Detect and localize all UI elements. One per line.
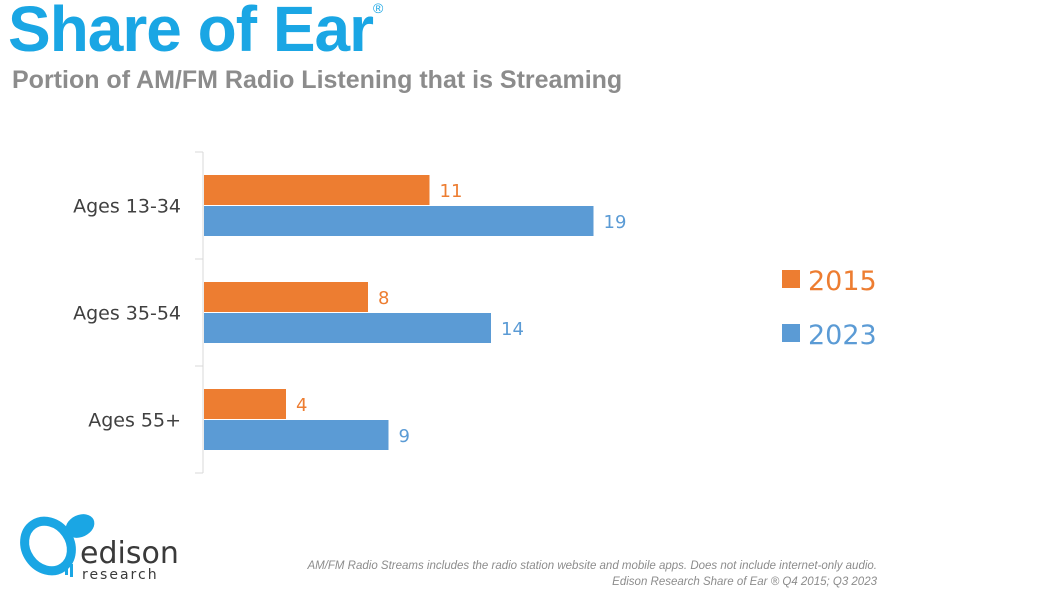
page-title: Share of Ear®: [8, 0, 383, 66]
data-label-2023: 19: [604, 212, 627, 233]
logo-tagline: research: [82, 567, 159, 583]
footnote: AM/FM Radio Streams includes the radio s…: [307, 558, 877, 590]
data-label-2015: 11: [440, 181, 463, 202]
bar-2015: [204, 389, 286, 419]
bar-2015: [204, 175, 430, 205]
legend-label-2023: 2023: [808, 320, 877, 351]
data-label-2015: 4: [296, 395, 307, 416]
edison-research-logo: edison research: [20, 514, 179, 583]
category-label: Ages 13-34: [73, 196, 181, 218]
title-text: Share of Ear: [8, 0, 374, 65]
registered-mark: ®: [373, 0, 383, 16]
bar-2015: [204, 282, 368, 312]
bar-2023: [204, 420, 389, 450]
logo-mark-icon: [20, 514, 95, 577]
category-label: Ages 35-54: [73, 303, 181, 325]
logo-name: edison: [80, 536, 179, 571]
page-subtitle: Portion of AM/FM Radio Listening that is…: [12, 66, 623, 94]
legend-label-2015: 2015: [808, 266, 877, 297]
bar-2023: [204, 206, 594, 236]
footnote-line-1: AM/FM Radio Streams includes the radio s…: [307, 560, 877, 572]
bar-2023: [204, 313, 491, 343]
legend-swatch-2015: [782, 270, 800, 288]
footnote-line-2: Edison Research Share of Ear ® Q4 2015; …: [612, 576, 877, 588]
data-label-2015: 8: [378, 288, 389, 309]
data-label-2023: 14: [501, 319, 524, 340]
category-label: Ages 55+: [88, 410, 181, 432]
data-label-2023: 9: [399, 426, 410, 447]
legend-swatch-2023: [782, 324, 800, 342]
